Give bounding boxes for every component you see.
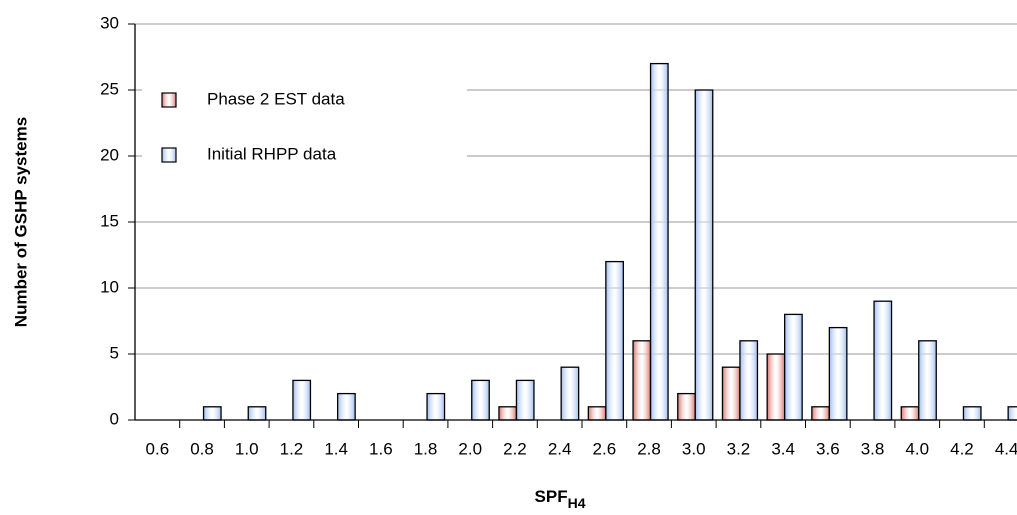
y-tick-label: 15	[100, 211, 119, 230]
y-tick-label: 0	[110, 409, 119, 428]
x-tick-label: 1.4	[324, 439, 348, 458]
y-tick-label: 25	[100, 79, 119, 98]
x-tick-label: 1.2	[280, 439, 304, 458]
legend-label: Phase 2 EST data	[207, 89, 345, 108]
x-tick-label: 1.8	[414, 439, 438, 458]
x-tick-label: 4.2	[950, 439, 974, 458]
bar	[811, 406, 830, 421]
legend-swatch	[161, 92, 177, 108]
x-axis-label-subscript: H4	[568, 495, 586, 511]
bar	[336, 392, 356, 421]
bar	[605, 260, 624, 421]
x-axis-label-main: SPF	[535, 487, 568, 506]
x-tick-label: 4.0	[905, 439, 929, 458]
bar	[587, 406, 607, 421]
bar	[962, 406, 982, 421]
bar	[828, 326, 848, 421]
x-tick-label: 2.6	[593, 439, 617, 458]
x-tick-label: 2.4	[548, 439, 572, 458]
legend-swatch	[161, 147, 177, 163]
bar	[918, 340, 937, 421]
x-tick-label: 1.0	[235, 439, 259, 458]
y-tick-label: 20	[100, 145, 119, 164]
bar	[1007, 406, 1017, 421]
bar	[873, 300, 893, 421]
x-tick-label: 0.8	[190, 439, 214, 458]
legend-label: Initial RHPP data	[207, 144, 337, 163]
bar	[900, 406, 920, 421]
x-tick-label: 3.0	[682, 439, 706, 458]
bar	[247, 406, 267, 421]
x-tick-label: 2.2	[503, 439, 527, 458]
x-tick-label: 0.6	[146, 439, 170, 458]
x-tick-label: 2.8	[637, 439, 661, 458]
bar	[784, 313, 803, 421]
bar	[677, 392, 696, 421]
x-tick-label: 3.4	[771, 439, 795, 458]
bar	[694, 89, 714, 421]
bar	[721, 366, 741, 421]
bar	[632, 340, 652, 421]
bar	[426, 392, 446, 421]
bar	[292, 379, 312, 421]
x-tick-label: 3.2	[727, 439, 751, 458]
y-tick-label: 30	[100, 13, 119, 32]
x-tick-label: 3.8	[861, 439, 885, 458]
x-tick-label: 4.4	[995, 439, 1017, 458]
bar	[649, 62, 669, 421]
bar	[515, 379, 535, 421]
y-tick-label: 10	[100, 277, 119, 296]
y-tick-label: 5	[110, 343, 119, 362]
x-tick-label: 1.6	[369, 439, 393, 458]
bar	[739, 340, 759, 421]
bar	[766, 353, 786, 421]
x-tick-label: 2.0	[458, 439, 482, 458]
bar	[202, 406, 222, 421]
y-axis-label: Number of GSHP systems	[11, 117, 30, 327]
x-axis-label: SPFH4	[535, 487, 586, 510]
legend-box	[142, 72, 467, 176]
x-tick-label: 3.6	[816, 439, 840, 458]
bar	[560, 366, 580, 421]
bar	[498, 406, 518, 421]
bar	[471, 379, 490, 421]
